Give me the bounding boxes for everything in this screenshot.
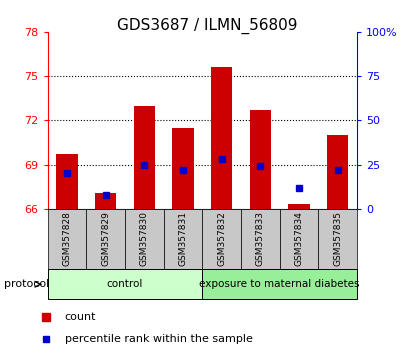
Bar bbox=[172, 128, 194, 209]
Bar bbox=[48, 269, 202, 299]
Text: percentile rank within the sample: percentile rank within the sample bbox=[65, 334, 253, 344]
Bar bbox=[241, 209, 280, 269]
Text: GSM357835: GSM357835 bbox=[333, 211, 342, 267]
Text: count: count bbox=[65, 312, 96, 322]
Bar bbox=[134, 105, 155, 209]
Text: GSM357832: GSM357832 bbox=[217, 211, 226, 267]
Bar bbox=[250, 110, 271, 209]
Bar bbox=[202, 209, 241, 269]
Bar bbox=[202, 269, 357, 299]
Text: GSM357831: GSM357831 bbox=[178, 211, 188, 267]
Bar bbox=[48, 209, 86, 269]
Bar bbox=[211, 67, 232, 209]
Bar bbox=[288, 205, 310, 209]
Text: GSM357834: GSM357834 bbox=[294, 211, 303, 267]
Bar bbox=[125, 209, 164, 269]
Text: exposure to maternal diabetes: exposure to maternal diabetes bbox=[199, 279, 360, 289]
Bar bbox=[280, 209, 318, 269]
Text: GSM357830: GSM357830 bbox=[140, 211, 149, 267]
Text: GSM357829: GSM357829 bbox=[101, 211, 110, 267]
Text: GDS3687 / ILMN_56809: GDS3687 / ILMN_56809 bbox=[117, 18, 298, 34]
Text: GSM357833: GSM357833 bbox=[256, 211, 265, 267]
Bar bbox=[318, 209, 357, 269]
Bar bbox=[95, 193, 116, 209]
Bar bbox=[164, 209, 202, 269]
Text: protocol: protocol bbox=[4, 279, 49, 289]
Text: GSM357828: GSM357828 bbox=[63, 211, 71, 267]
Bar bbox=[327, 135, 348, 209]
Text: control: control bbox=[107, 279, 143, 289]
Bar bbox=[86, 209, 125, 269]
Bar bbox=[56, 154, 78, 209]
